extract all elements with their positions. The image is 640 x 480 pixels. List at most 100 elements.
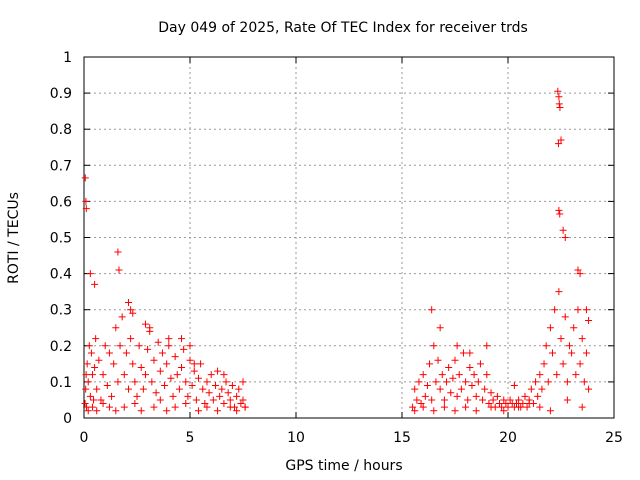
data-point bbox=[466, 349, 474, 357]
data-point bbox=[131, 378, 139, 386]
data-point bbox=[557, 335, 565, 343]
data-point bbox=[127, 335, 135, 343]
data-point bbox=[190, 360, 198, 368]
data-point bbox=[88, 371, 96, 379]
data-point bbox=[112, 324, 120, 332]
data-point bbox=[133, 392, 141, 400]
data-point bbox=[141, 320, 149, 328]
data-point bbox=[419, 403, 427, 411]
data-point bbox=[182, 400, 190, 408]
data-point bbox=[165, 335, 173, 343]
data-point bbox=[233, 392, 241, 400]
data-point bbox=[171, 403, 179, 411]
data-point bbox=[83, 403, 91, 411]
data-point bbox=[457, 385, 465, 393]
data-point bbox=[570, 324, 578, 332]
data-point bbox=[436, 324, 444, 332]
data-point bbox=[129, 309, 137, 317]
data-point bbox=[419, 371, 427, 379]
data-point bbox=[226, 396, 234, 404]
data-point bbox=[127, 306, 135, 314]
data-point bbox=[449, 374, 457, 382]
data-point bbox=[235, 385, 243, 393]
data-point bbox=[483, 371, 491, 379]
y-tick-label: 0.8 bbox=[50, 122, 72, 138]
data-point bbox=[81, 400, 89, 408]
data-point bbox=[493, 392, 501, 400]
data-point bbox=[82, 197, 90, 205]
data-point bbox=[498, 403, 506, 411]
data-point bbox=[186, 342, 194, 350]
data-point bbox=[470, 371, 478, 379]
data-point bbox=[540, 360, 548, 368]
data-point bbox=[99, 371, 107, 379]
data-point bbox=[129, 360, 137, 368]
data-point bbox=[487, 403, 495, 411]
data-point bbox=[110, 360, 118, 368]
data-point bbox=[81, 174, 89, 182]
data-point bbox=[220, 400, 228, 408]
y-tick-label: 0.6 bbox=[50, 194, 72, 210]
data-point bbox=[504, 403, 512, 411]
x-axis-label: GPS time / hours bbox=[285, 458, 402, 474]
x-tick-label: 25 bbox=[605, 430, 623, 446]
data-point bbox=[430, 342, 438, 350]
data-point bbox=[563, 396, 571, 404]
data-point bbox=[139, 385, 147, 393]
data-point bbox=[197, 360, 205, 368]
data-point bbox=[239, 378, 247, 386]
data-point bbox=[122, 349, 130, 357]
data-point bbox=[525, 400, 533, 408]
data-point bbox=[156, 367, 164, 375]
data-point bbox=[411, 385, 419, 393]
data-point bbox=[105, 349, 113, 357]
data-point bbox=[178, 335, 186, 343]
data-point bbox=[506, 396, 514, 404]
x-tick-label: 10 bbox=[287, 430, 305, 446]
data-point bbox=[417, 400, 425, 408]
data-point bbox=[546, 324, 554, 332]
data-point bbox=[479, 396, 487, 404]
data-point bbox=[515, 403, 523, 411]
data-point bbox=[184, 392, 192, 400]
x-tick-label: 15 bbox=[393, 430, 411, 446]
data-point bbox=[163, 407, 171, 415]
data-point bbox=[496, 400, 504, 408]
y-tick-label: 0.5 bbox=[50, 231, 72, 247]
data-point bbox=[500, 407, 508, 415]
data-point bbox=[559, 226, 567, 234]
data-point bbox=[466, 363, 474, 371]
data-point bbox=[538, 385, 546, 393]
data-point bbox=[515, 396, 523, 404]
data-point bbox=[82, 371, 90, 379]
axis-ticks bbox=[83, 56, 615, 419]
data-point bbox=[118, 313, 126, 321]
data-point bbox=[169, 392, 177, 400]
y-tick-label: 0.4 bbox=[50, 267, 72, 283]
data-point bbox=[453, 392, 461, 400]
data-point bbox=[532, 378, 540, 386]
data-point bbox=[411, 407, 419, 415]
data-point bbox=[201, 400, 209, 408]
data-point bbox=[561, 234, 569, 241]
data-point bbox=[120, 403, 128, 411]
data-point bbox=[99, 400, 107, 408]
data-point bbox=[576, 270, 584, 278]
data-point bbox=[555, 288, 563, 296]
data-point bbox=[415, 378, 423, 386]
data-point bbox=[549, 349, 557, 357]
data-point bbox=[205, 389, 213, 397]
data-point bbox=[156, 396, 164, 404]
data-point bbox=[519, 400, 527, 408]
data-point bbox=[86, 392, 94, 400]
data-point bbox=[523, 403, 531, 411]
data-point bbox=[167, 374, 175, 382]
data-point bbox=[572, 371, 580, 379]
data-point bbox=[93, 407, 101, 415]
y-tick-label: 0.7 bbox=[50, 158, 72, 174]
data-point bbox=[551, 306, 559, 314]
data-point bbox=[218, 385, 226, 393]
data-point bbox=[91, 363, 99, 371]
data-point bbox=[443, 378, 451, 386]
